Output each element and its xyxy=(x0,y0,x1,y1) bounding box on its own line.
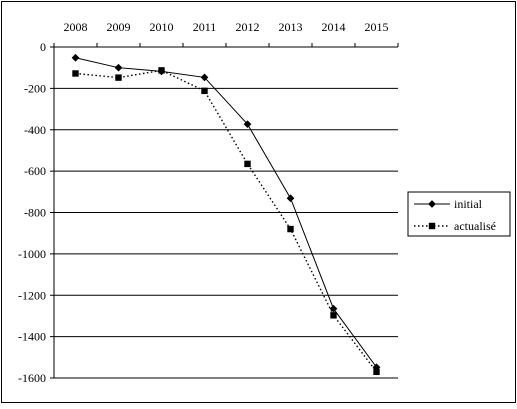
series-0-point xyxy=(286,194,295,203)
x-tick-label: 2013 xyxy=(279,20,303,34)
legend: initial actualisé xyxy=(407,191,511,237)
y-tick-label: -400 xyxy=(24,123,46,137)
y-tick-label: -1600 xyxy=(18,371,46,385)
series-1-point xyxy=(287,225,294,233)
y-tick-label: -200 xyxy=(24,81,46,95)
legend-marker-1 xyxy=(428,222,436,230)
y-tick-label: 0 xyxy=(40,40,46,54)
legend-label-1: actualisé xyxy=(454,219,496,233)
series-1-line xyxy=(75,69,378,373)
series-0-point xyxy=(114,63,123,72)
series-1-point xyxy=(373,368,380,375)
y-tick-label: -1400 xyxy=(18,330,46,344)
series-1-point xyxy=(201,87,208,95)
x-tick-label: 2014 xyxy=(322,20,346,34)
x-tick-label: 2009 xyxy=(107,20,131,34)
series-1-point xyxy=(244,160,251,168)
y-tick-label: -600 xyxy=(24,164,46,178)
y-tick-label: -1200 xyxy=(18,288,46,302)
series-1-point xyxy=(158,67,165,74)
series-1-point xyxy=(115,74,122,81)
series-lines xyxy=(71,53,381,375)
x-tick-label: 2015 xyxy=(365,20,389,34)
legend-box xyxy=(407,191,511,237)
series-1-point xyxy=(72,70,79,77)
series-0-line xyxy=(75,57,377,368)
x-tick-label: 2010 xyxy=(150,20,174,34)
legend-label-0: initial xyxy=(454,197,483,211)
legend-marker-0 xyxy=(428,200,436,208)
y-tick-label: -1000 xyxy=(18,247,46,261)
series-0-point xyxy=(243,120,252,129)
x-tick-label: 2012 xyxy=(236,20,260,34)
gridlines xyxy=(54,46,398,379)
y-tick-label: -800 xyxy=(24,206,46,220)
x-tick-label: 2011 xyxy=(193,20,217,34)
series-0-point xyxy=(71,53,80,62)
x-tick-label: 2008 xyxy=(64,20,88,34)
series-1-point xyxy=(330,312,337,319)
axes: 0 -200 -400 -600 -800 -1000 -1200 -1400 -1600 200… xyxy=(18,20,399,385)
series-0-point xyxy=(200,73,209,82)
